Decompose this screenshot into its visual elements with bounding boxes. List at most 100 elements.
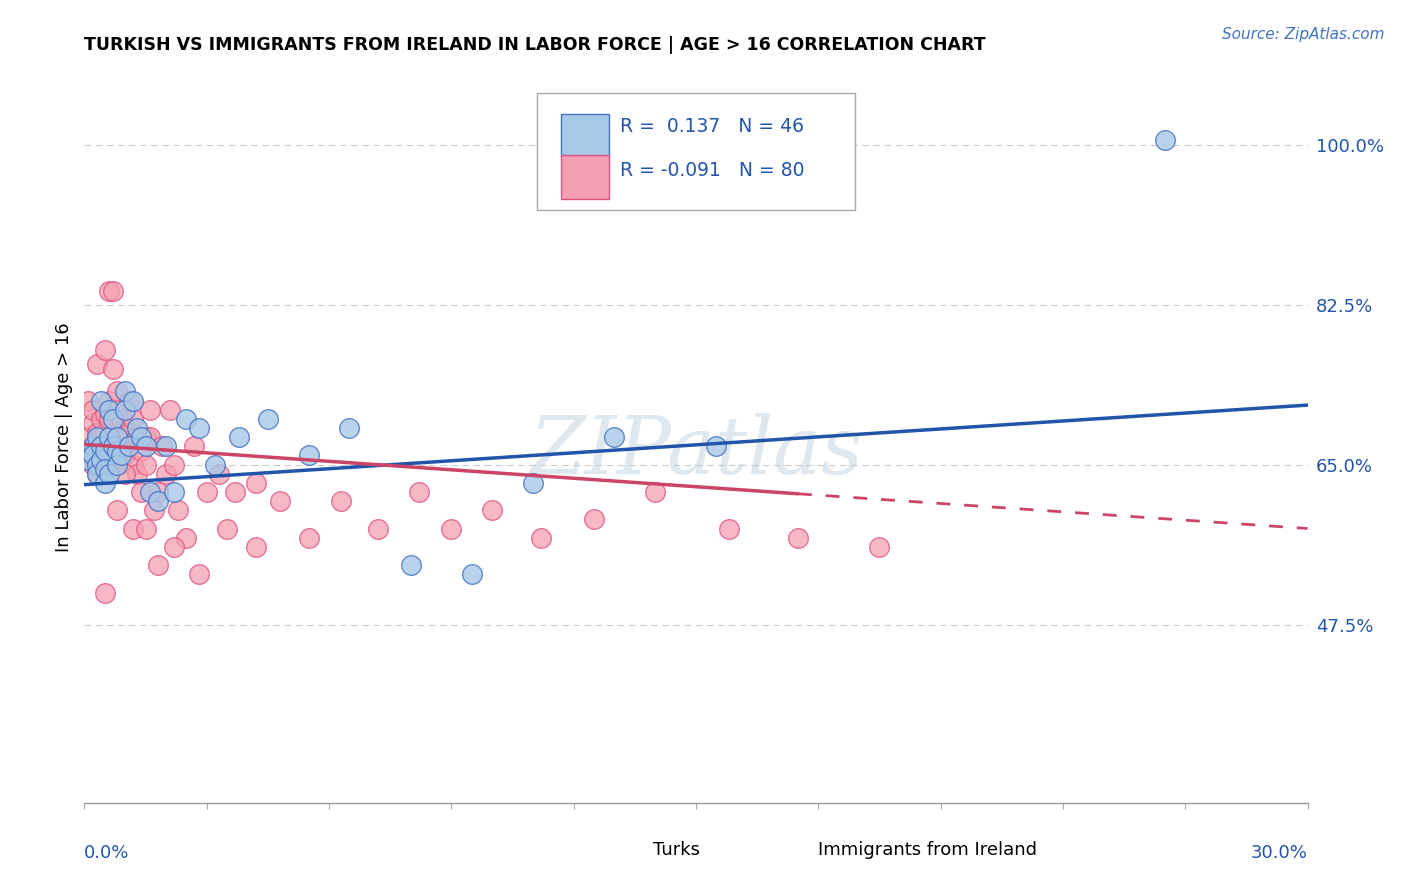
Point [114,384,136,399]
Point [86,467,108,481]
Text: TURKISH VS IMMIGRANTS FROM IRELAND IN LABOR FORCE | AGE > 16 CORRELATION CHART: TURKISH VS IMMIGRANTS FROM IRELAND IN LA… [84,36,986,54]
Point [187,421,209,435]
FancyBboxPatch shape [607,834,647,866]
Point [101,284,124,298]
Point [86,458,108,472]
Point [159,402,181,417]
Point [245,540,267,554]
Point [97,393,120,408]
Point [86,430,108,444]
Point [122,393,145,408]
Point [114,402,136,417]
Point [101,449,124,463]
Point [93,475,115,490]
Point [110,449,132,463]
Point [217,521,239,535]
Point [86,443,108,458]
Text: Immigrants from Ireland: Immigrants from Ireland [818,841,1038,859]
Point [114,449,136,463]
Point [93,443,115,458]
Point [82,439,104,453]
Point [97,430,120,444]
Point [298,531,321,545]
Point [127,421,149,435]
Point [183,439,205,453]
Point [110,412,132,426]
Point [118,439,141,453]
Point [174,412,197,426]
FancyBboxPatch shape [537,94,855,211]
Point [118,393,141,408]
FancyBboxPatch shape [561,155,609,199]
Text: 0.0%: 0.0% [84,844,129,862]
Point [127,467,149,481]
Point [704,439,728,453]
Point [245,475,267,490]
Point [163,458,186,472]
Point [298,449,321,463]
Point [440,521,463,535]
Point [114,467,136,481]
Point [138,430,160,444]
Point [105,503,128,517]
Point [86,425,108,440]
Point [717,521,740,535]
Point [399,558,422,573]
Text: ZIPatlas: ZIPatlas [529,413,863,491]
Point [122,412,145,426]
Point [101,361,124,376]
FancyBboxPatch shape [561,114,609,157]
Point [135,521,157,535]
Point [97,467,120,481]
Point [481,503,503,517]
Point [150,439,173,453]
Point [257,412,280,426]
Text: R =  0.137   N = 46: R = 0.137 N = 46 [620,117,804,136]
Point [1153,133,1175,147]
Point [135,458,157,472]
Point [105,458,128,472]
Point [228,430,250,444]
Point [105,458,128,472]
Point [367,521,389,535]
Point [163,540,186,554]
Point [127,430,149,444]
Point [97,430,120,444]
Point [90,430,112,444]
Point [644,485,666,500]
Point [122,458,145,472]
Point [97,402,120,417]
Point [174,531,197,545]
Point [86,357,108,371]
Point [93,443,115,458]
Point [142,503,165,517]
Point [93,462,115,476]
Point [146,485,169,500]
Point [138,485,160,500]
Point [90,449,112,463]
Point [146,558,169,573]
Text: 30.0%: 30.0% [1251,844,1308,862]
Y-axis label: In Labor Force | Age > 16: In Labor Force | Age > 16 [55,322,73,552]
Point [90,393,112,408]
Point [105,430,128,444]
Point [135,430,157,444]
Text: Source: ZipAtlas.com: Source: ZipAtlas.com [1222,27,1385,42]
Point [269,494,291,508]
Point [114,421,136,435]
Point [603,430,626,444]
Point [155,467,177,481]
Text: Turks: Turks [654,841,700,859]
Point [93,407,115,421]
Point [582,512,605,526]
Point [90,412,112,426]
Point [118,425,141,440]
Point [408,485,430,500]
Point [82,458,104,472]
Point [105,430,128,444]
Point [82,449,104,463]
Point [82,417,104,431]
Point [77,449,100,463]
Point [97,284,120,298]
Point [461,567,484,582]
